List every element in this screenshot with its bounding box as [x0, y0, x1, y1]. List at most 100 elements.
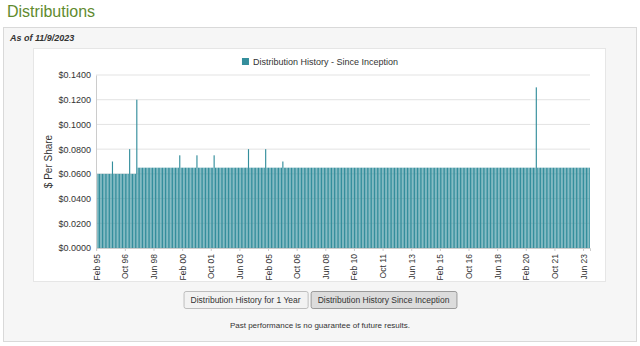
bar [176, 168, 177, 248]
bar [501, 168, 502, 248]
bar [119, 174, 120, 248]
bar [354, 168, 355, 248]
bar [509, 168, 510, 248]
y-tick: $0.1000 [58, 120, 96, 130]
x-tick: Feb 95 [92, 248, 102, 280]
bar [531, 168, 532, 248]
bar [362, 168, 363, 248]
bar [267, 168, 268, 248]
bar [497, 168, 498, 248]
buttons: Distribution History for 1 Year Distribut… [184, 292, 457, 309]
bar [586, 168, 587, 248]
bar [351, 168, 352, 248]
bar [344, 168, 345, 248]
bar [229, 168, 230, 248]
y-tick: $0.0000 [58, 243, 96, 253]
x-axis-line [97, 249, 591, 252]
x-tick: Jun 18 [493, 248, 503, 280]
button[interactable] [311, 292, 457, 309]
y-tick-label: $0.1000 [58, 120, 91, 130]
bar [302, 168, 303, 248]
bar [450, 168, 451, 248]
bar [358, 168, 359, 248]
bar [128, 174, 129, 248]
bar [295, 168, 296, 248]
bar [506, 168, 507, 248]
bar [224, 168, 225, 248]
button[interactable] [184, 292, 308, 309]
bar [486, 168, 487, 248]
bar [196, 155, 197, 248]
bar [131, 174, 132, 248]
x-tick-mark [182, 248, 183, 251]
bar [583, 168, 584, 248]
bar [262, 168, 263, 248]
bar [162, 168, 163, 248]
bar [105, 174, 106, 248]
bar [551, 168, 552, 248]
bar [246, 168, 247, 248]
bar [126, 174, 127, 248]
bar [181, 168, 182, 248]
bar [513, 168, 514, 248]
bar [269, 168, 270, 248]
bar [451, 168, 452, 248]
bar [411, 168, 412, 248]
bar [337, 168, 338, 248]
x-tick: Oct 16 [464, 248, 474, 279]
y-tick-label: $0.1400 [58, 70, 91, 80]
bar [444, 168, 445, 248]
bar [108, 174, 109, 248]
bar [562, 168, 563, 248]
button-label[interactable]: Distribution History for 1 Year [191, 295, 301, 305]
bar [301, 168, 302, 248]
bar [470, 168, 471, 248]
x-tick: Oct 11 [378, 248, 388, 278]
bar [171, 168, 172, 248]
bar [125, 174, 126, 248]
bar [215, 168, 216, 248]
bar [145, 168, 146, 248]
bar [424, 168, 425, 248]
x-tick-label: Oct 01 [206, 254, 216, 279]
x-tick-label: Oct 16 [464, 254, 474, 279]
x-tick-label: Feb 95 [92, 254, 102, 281]
bar [580, 168, 581, 248]
bar [534, 168, 535, 248]
bar [360, 168, 361, 248]
bar [388, 168, 389, 248]
bar [218, 168, 219, 248]
button-label[interactable]: Distribution History Since Inception [318, 295, 450, 305]
bar [198, 168, 199, 248]
bar [328, 168, 329, 248]
y-tick: $0.0400 [58, 194, 96, 204]
bar [289, 168, 290, 248]
bar [547, 168, 548, 248]
bar [474, 168, 475, 248]
bar [330, 168, 331, 248]
bar [378, 168, 379, 248]
bar [519, 168, 520, 248]
bar [219, 168, 220, 248]
x-tick: Jun 13 [407, 248, 417, 280]
bar [141, 168, 142, 248]
bar [510, 168, 511, 248]
bar [212, 168, 213, 248]
bar [579, 168, 580, 248]
bar [309, 168, 310, 248]
bar [433, 168, 434, 248]
bar [242, 168, 243, 248]
bar [453, 168, 454, 248]
bar [529, 168, 530, 248]
bar [158, 168, 159, 248]
x-tick-label: Jun 08 [321, 254, 331, 280]
bar [332, 168, 333, 248]
bar [478, 168, 479, 248]
bar [112, 162, 113, 249]
bar [191, 168, 192, 248]
grid [96, 75, 590, 248]
bar [391, 168, 392, 248]
bar [123, 174, 124, 248]
bar [285, 168, 286, 248]
bar [527, 168, 528, 248]
